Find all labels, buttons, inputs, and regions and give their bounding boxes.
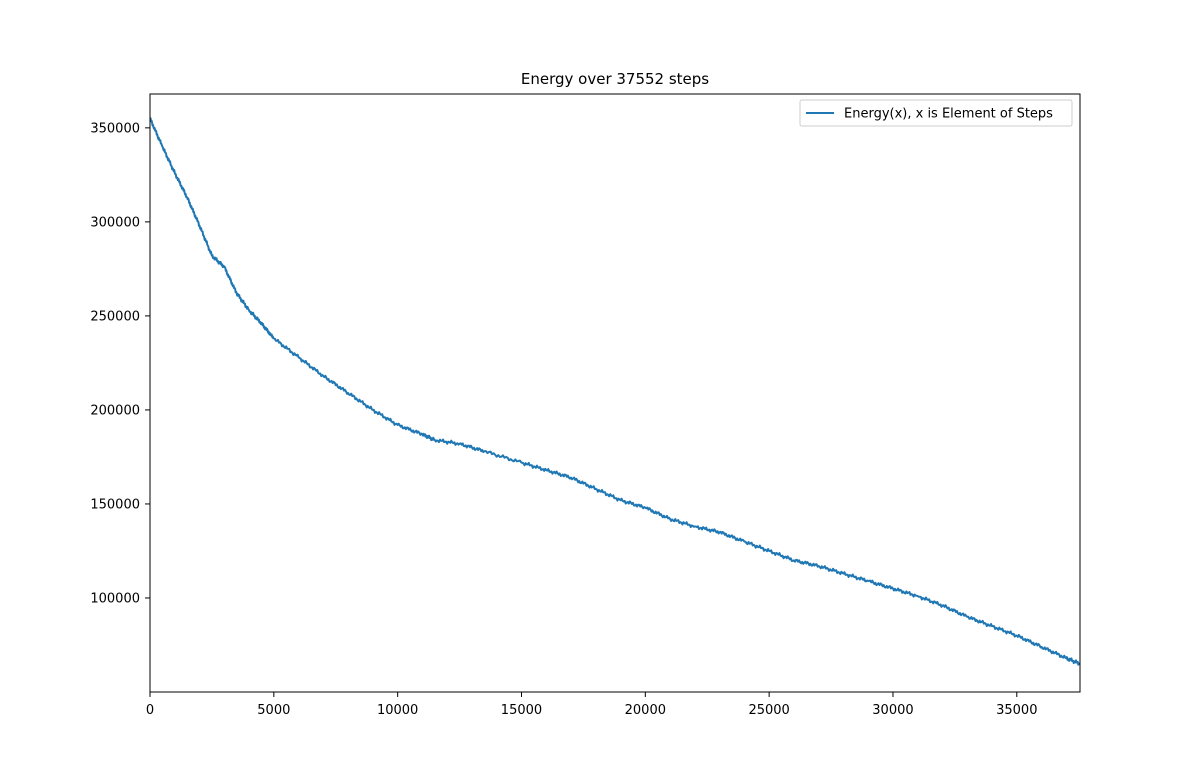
axes: 0 5000 10000 15000 20000 25000 30000 35000 10000…	[90, 93, 1081, 718]
y-tick-label: 300000	[90, 215, 140, 230]
x-tick-label: 0	[146, 703, 154, 718]
legend-label: Energy(x), x is Element of Steps	[844, 107, 1053, 122]
y-tick-label: 100000	[90, 591, 140, 606]
x-tick-label: 35000	[996, 703, 1037, 718]
plot-area	[149, 117, 1081, 666]
y-tick-label: 200000	[90, 403, 140, 418]
x-tick-label: 20000	[625, 703, 666, 718]
y-tick-label: 350000	[90, 121, 140, 136]
x-tick-label: 30000	[872, 703, 913, 718]
x-tick-label: 25000	[748, 703, 789, 718]
series-line-0	[149, 117, 1081, 666]
axes-frame	[149, 93, 1081, 693]
legend-box	[799, 99, 1073, 127]
chart-title: Energy over 37552 steps	[521, 70, 709, 88]
x-tick-label: 15000	[501, 703, 542, 718]
y-tick-label: 150000	[90, 497, 140, 512]
x-tick-label: 10000	[377, 703, 418, 718]
x-tick-label: 5000	[257, 703, 290, 718]
y-tick-label: 250000	[90, 309, 140, 324]
legend: Energy(x), x is Element of Steps	[799, 99, 1073, 127]
